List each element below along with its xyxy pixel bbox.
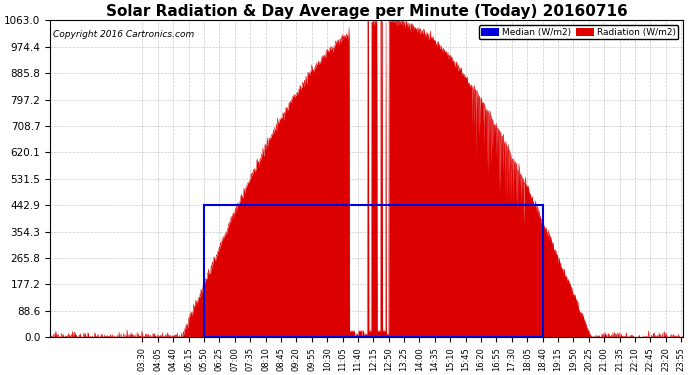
Text: Copyright 2016 Cartronics.com: Copyright 2016 Cartronics.com <box>53 30 195 39</box>
Legend: Median (W/m2), Radiation (W/m2): Median (W/m2), Radiation (W/m2) <box>479 25 678 39</box>
Bar <box>204 205 542 337</box>
Title: Solar Radiation & Day Average per Minute (Today) 20160716: Solar Radiation & Day Average per Minute… <box>106 4 627 19</box>
